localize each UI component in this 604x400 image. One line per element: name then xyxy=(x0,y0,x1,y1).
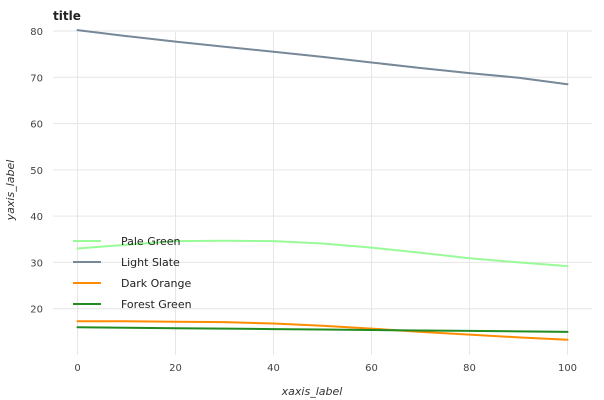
x-axis-label: xaxis_label xyxy=(281,385,343,398)
y-tick-label: 30 xyxy=(30,258,43,269)
series-line-forest-green xyxy=(76,326,569,333)
legend-item-forest-green: Forest Green xyxy=(73,298,192,311)
x-tick-label: 60 xyxy=(365,363,378,374)
y-tick-label: 40 xyxy=(30,212,43,223)
y-tick-label: 70 xyxy=(30,73,43,84)
y-axis-label: yaxis_label xyxy=(4,160,17,222)
y-tick-label: 50 xyxy=(30,166,43,177)
legend-item-dark-orange: Dark Orange xyxy=(73,277,191,290)
x-tick-label: 100 xyxy=(558,363,577,374)
y-tick-label: 20 xyxy=(30,305,43,316)
tick-labels: 20 30 40 50 60 70 80 0 20 40 60 80 100 xyxy=(30,27,577,374)
y-tick-label: 80 xyxy=(30,27,43,38)
chart-title: title xyxy=(53,9,81,23)
series-lines xyxy=(76,29,569,341)
legend-item-light-slate: Light Slate xyxy=(73,256,180,269)
grid xyxy=(53,30,592,355)
legend-label: Pale Green xyxy=(121,235,181,248)
x-tick-label: 40 xyxy=(267,363,280,374)
x-tick-label: 80 xyxy=(463,363,476,374)
x-tick-label: 20 xyxy=(169,363,182,374)
series-line-pale-green xyxy=(76,239,569,268)
series-line-light-slate xyxy=(76,29,569,86)
legend-label: Dark Orange xyxy=(121,277,191,290)
x-tick-label: 0 xyxy=(74,363,80,374)
legend-item-pale-green: Pale Green xyxy=(73,235,181,248)
series-line-dark-orange xyxy=(76,320,569,341)
y-tick-label: 60 xyxy=(30,120,43,131)
legend: Pale Green Light Slate Dark Orange Forest G… xyxy=(73,235,192,311)
legend-label: Light Slate xyxy=(121,256,180,269)
legend-label: Forest Green xyxy=(121,298,192,311)
